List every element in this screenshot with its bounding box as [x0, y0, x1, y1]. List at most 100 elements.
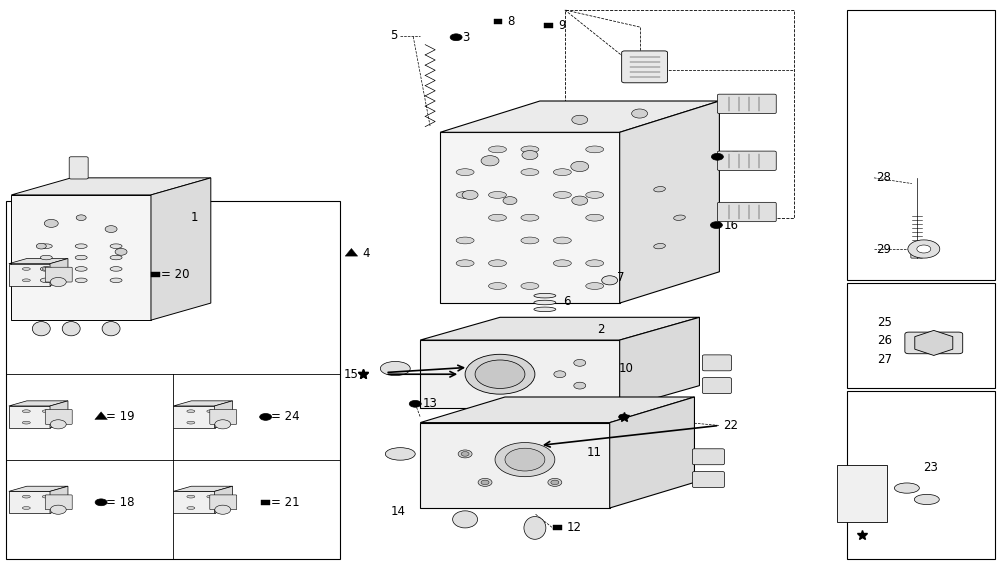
Ellipse shape: [534, 300, 556, 305]
Circle shape: [619, 414, 629, 420]
Ellipse shape: [586, 260, 604, 267]
Circle shape: [572, 115, 588, 124]
Ellipse shape: [489, 283, 506, 289]
Polygon shape: [215, 401, 232, 428]
Circle shape: [475, 360, 525, 388]
Ellipse shape: [586, 214, 604, 221]
FancyBboxPatch shape: [210, 495, 237, 510]
Circle shape: [572, 196, 588, 205]
Ellipse shape: [102, 321, 120, 336]
Circle shape: [76, 215, 86, 221]
FancyBboxPatch shape: [210, 410, 237, 424]
Polygon shape: [151, 178, 211, 320]
Ellipse shape: [456, 237, 474, 244]
Ellipse shape: [62, 321, 80, 336]
Ellipse shape: [22, 421, 30, 424]
Ellipse shape: [521, 214, 539, 221]
Ellipse shape: [75, 278, 87, 283]
FancyBboxPatch shape: [45, 267, 72, 282]
Ellipse shape: [187, 495, 195, 498]
Text: 8: 8: [507, 15, 514, 28]
Text: 23: 23: [923, 460, 938, 474]
FancyBboxPatch shape: [692, 471, 724, 487]
Ellipse shape: [110, 255, 122, 260]
Polygon shape: [420, 397, 694, 423]
Text: 4: 4: [362, 247, 370, 260]
Circle shape: [478, 478, 492, 486]
Circle shape: [462, 190, 478, 200]
Ellipse shape: [553, 169, 571, 176]
Bar: [261, 500, 270, 505]
Polygon shape: [915, 331, 953, 355]
Text: 6: 6: [563, 295, 570, 308]
FancyBboxPatch shape: [702, 355, 731, 371]
Text: 10: 10: [619, 362, 634, 375]
Bar: [151, 272, 160, 277]
Ellipse shape: [207, 410, 215, 412]
Ellipse shape: [110, 278, 122, 283]
Text: 26: 26: [877, 333, 892, 347]
Bar: [847, 283, 995, 388]
Ellipse shape: [22, 495, 30, 498]
Ellipse shape: [489, 146, 506, 153]
Text: = 21: = 21: [271, 496, 299, 509]
Text: 12: 12: [567, 522, 582, 534]
Text: 22: 22: [723, 419, 738, 432]
FancyBboxPatch shape: [717, 151, 776, 170]
Ellipse shape: [654, 244, 665, 249]
Circle shape: [458, 450, 472, 458]
FancyBboxPatch shape: [702, 378, 731, 394]
Text: 7: 7: [617, 271, 624, 284]
Bar: [494, 19, 502, 24]
Ellipse shape: [521, 283, 539, 289]
Polygon shape: [420, 317, 699, 340]
Polygon shape: [50, 259, 68, 285]
Circle shape: [522, 150, 538, 160]
Text: 13: 13: [422, 398, 437, 410]
Circle shape: [481, 480, 489, 484]
Ellipse shape: [42, 410, 50, 412]
Ellipse shape: [40, 255, 52, 260]
Ellipse shape: [534, 307, 556, 312]
Circle shape: [632, 109, 648, 118]
Text: = 18: = 18: [106, 496, 135, 509]
Polygon shape: [9, 491, 50, 513]
Circle shape: [574, 382, 586, 389]
Circle shape: [917, 245, 931, 253]
Ellipse shape: [110, 267, 122, 271]
Ellipse shape: [456, 260, 474, 267]
Ellipse shape: [674, 215, 685, 220]
Circle shape: [50, 420, 66, 429]
Polygon shape: [9, 264, 50, 285]
Text: 11: 11: [587, 446, 602, 459]
Polygon shape: [345, 248, 358, 256]
Ellipse shape: [489, 192, 506, 198]
Polygon shape: [9, 259, 68, 264]
Text: 2: 2: [597, 323, 604, 336]
Polygon shape: [440, 132, 620, 303]
FancyBboxPatch shape: [692, 449, 724, 464]
Ellipse shape: [524, 517, 546, 539]
Ellipse shape: [586, 146, 604, 153]
Ellipse shape: [456, 192, 474, 198]
Text: 15: 15: [344, 368, 358, 381]
Ellipse shape: [586, 283, 604, 289]
Text: 3: 3: [462, 31, 469, 43]
Polygon shape: [11, 195, 151, 320]
Circle shape: [602, 276, 618, 285]
Ellipse shape: [110, 244, 122, 248]
Circle shape: [50, 505, 66, 514]
Polygon shape: [9, 401, 68, 406]
Ellipse shape: [75, 255, 87, 260]
Bar: [847, 391, 995, 559]
Text: 5: 5: [390, 29, 397, 42]
Polygon shape: [440, 101, 719, 132]
Text: = 19: = 19: [106, 411, 135, 423]
Bar: [565, 10, 794, 218]
Circle shape: [574, 359, 586, 366]
Ellipse shape: [42, 268, 50, 271]
Text: 17: 17: [724, 150, 739, 163]
Circle shape: [260, 414, 272, 420]
Ellipse shape: [553, 192, 571, 198]
Ellipse shape: [40, 244, 52, 248]
